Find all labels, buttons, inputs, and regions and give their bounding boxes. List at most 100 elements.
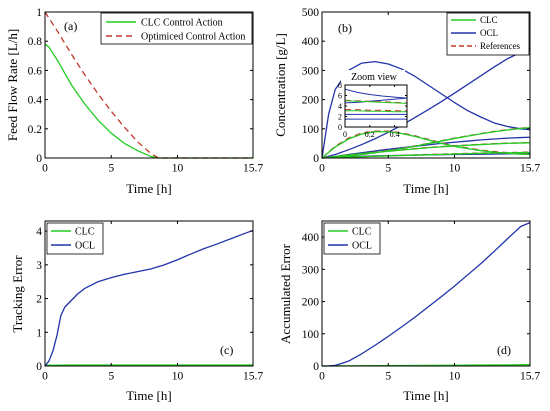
panel-b-inset-series	[344, 88, 408, 120]
panel-b-ylabel: Concentration [g/L]	[273, 33, 288, 137]
panel-c-xtick-label: 10	[172, 371, 184, 383]
panel-b-inset-title-bg	[341, 70, 405, 83]
panel-b-frame	[321, 11, 531, 159]
panel-b-inset-xtick-label: 0.2	[365, 130, 375, 139]
panel-c-ticks: 0 5 10 15.7 0 1 2 3 4	[36, 221, 263, 383]
panel-a-legend-clc: CLC Control Action	[141, 18, 223, 29]
panel-a-series-line-1	[44, 43, 253, 159]
panel-a-ticks: 0 5 10 15.7 0 0.2 0.4 0.6 0.8 1	[28, 7, 264, 174]
panel-c-xtick-label: 0	[42, 371, 48, 383]
panel-c-xtick-label: 5	[108, 371, 114, 383]
panel-b-legend-clc: CLC	[480, 15, 498, 25]
panel-b-ytick-label: 500	[302, 7, 320, 19]
panel-b-inset-series-line-4	[344, 100, 408, 104]
panel-c-legend-box	[46, 222, 104, 255]
panel-a: 0 5 10 15.7 0 0.2 0.4 0.6 0.8 1 (a) Time [h] Feed…	[5, 7, 263, 196]
panel-c-legend-ocl: OCL	[75, 241, 95, 252]
panel-d-frame	[321, 220, 531, 367]
panel-c-label: (c)	[220, 343, 233, 357]
panel-c-ytick-label: 0	[36, 361, 42, 373]
panel-c-ytick-label: 1	[36, 327, 42, 339]
panel-a-ytick-label: 0.2	[28, 124, 43, 136]
panel-b-xtick-label: 5	[385, 163, 391, 175]
panel-d-xtick-label: 0	[319, 371, 325, 383]
panel-b-series-line-12	[321, 151, 531, 159]
panel-d-xtick-label: 15.7	[520, 371, 540, 383]
panel-c-legend-clc: CLC	[75, 227, 95, 238]
panel-b-series-line-8	[321, 126, 531, 159]
panel-a-legend-opt: Optimiced Control Action	[141, 32, 245, 43]
panel-b-inset-series-line-6	[345, 109, 407, 112]
panel-c-series-line-2	[44, 229, 254, 367]
panel-a-ytick-label: 0	[36, 153, 42, 165]
panel-b-series-line-2	[321, 47, 531, 159]
panel-a-ytick-label: 1	[36, 7, 42, 19]
panel-a-legend-box	[100, 12, 253, 45]
panel-d-label: (d)	[497, 343, 511, 357]
panel-b-ytick-label: 200	[302, 95, 320, 107]
panel-a-xtick-label: 10	[172, 163, 184, 175]
panel-d-ytick-label: 400	[302, 232, 320, 244]
panel-a-frame	[44, 11, 254, 159]
panel-d-ylabel: Accumulated Error	[278, 243, 293, 344]
panel-d-xtick-label: 10	[449, 371, 461, 383]
panel-c-xlabel: Time [h]	[126, 388, 171, 403]
panel-b-inset-ytick-label: 2	[338, 112, 342, 121]
panel-b-inset-series-line-2	[344, 97, 408, 104]
panel-b-ytick-label: 100	[302, 124, 320, 136]
panel-b-legend-ocl: OCL	[480, 28, 498, 38]
panel-c-ylabel: Tracking Error	[10, 255, 25, 333]
panel-a-label: (a)	[64, 19, 77, 33]
panel-a-legend: CLC Control Action Optimiced Control Act…	[100, 12, 253, 45]
panel-d-xtick-label: 5	[385, 371, 391, 383]
panel-c-ytick-label: 2	[36, 294, 42, 306]
panel-a-ytick-label: 0.4	[28, 95, 43, 107]
panel-d-ytick-label: 300	[302, 264, 320, 276]
panel-b-xtick-label: 15.7	[520, 163, 540, 175]
panel-c: 0 5 10 15.7 0 1 2 3 4 (c) Time [h] Tracking Erro…	[10, 220, 263, 403]
panel-a-xtick-label: 0	[42, 163, 48, 175]
panel-d-ytick-label: 100	[302, 329, 320, 341]
panel-d-xlabel: Time [h]	[403, 388, 448, 403]
panel-a-xtick-label: 15.7	[243, 163, 263, 175]
panel-a-xlabel: Time [h]	[126, 181, 171, 196]
panel-c-legend: CLC OCL	[46, 222, 104, 255]
panel-b-series-line-10	[321, 142, 531, 159]
panel-d-legend: CLC OCL	[323, 222, 381, 255]
panel-a-ytick-label: 0.6	[28, 65, 43, 77]
panel-d: 0 5 10 15.7 0 100 200 300 400 (d) Time [h] Accum…	[278, 220, 540, 403]
panel-b-inset-ytick-label: 8	[338, 81, 342, 90]
panel-c-ytick-label: 3	[36, 260, 42, 272]
panel-b-ytick-label: 300	[302, 65, 320, 77]
panel-d-legend-ocl: OCL	[352, 241, 372, 252]
panel-c-ytick-label: 4	[36, 226, 42, 238]
panel-d-legend-clc: CLC	[352, 227, 372, 238]
panel-d-ytick-label: 200	[302, 297, 320, 309]
panel-d-legend-box	[323, 222, 381, 255]
panel-d-series-line-2	[321, 222, 531, 367]
panel-b-inset-title: Zoom view	[351, 72, 398, 83]
panel-a-ylabel: Feed Flow Rate [L/h]	[5, 29, 20, 141]
panel-d-ticks: 0 5 10 15.7 0 100 200 300 400	[302, 221, 540, 383]
panel-b-ytick-label: 0	[313, 153, 319, 165]
panel-d-ytick-label: 0	[313, 361, 319, 373]
panel-b-inset-ytick-label: 0	[338, 123, 342, 132]
panel-b-inset-xtick-label: 0.4	[390, 130, 400, 139]
panel-c-series	[44, 229, 254, 367]
panel-b-inset-series-line-1	[344, 88, 408, 99]
panel-b-label: (b)	[338, 21, 352, 35]
panel-c-frame	[44, 220, 254, 367]
panel-b-series-line-3	[321, 136, 531, 159]
panel-b-inset-series-line-5	[345, 110, 407, 113]
panel-b-xtick-label: 10	[449, 163, 461, 175]
panel-b-inset-xtick-label: 0	[343, 130, 347, 139]
panel-b-xtick-label: 0	[319, 163, 325, 175]
panel-a-ytick-label: 0.8	[28, 36, 43, 48]
panel-b-xlabel: Time [h]	[403, 181, 448, 196]
panel-a-xtick-label: 5	[108, 163, 114, 175]
